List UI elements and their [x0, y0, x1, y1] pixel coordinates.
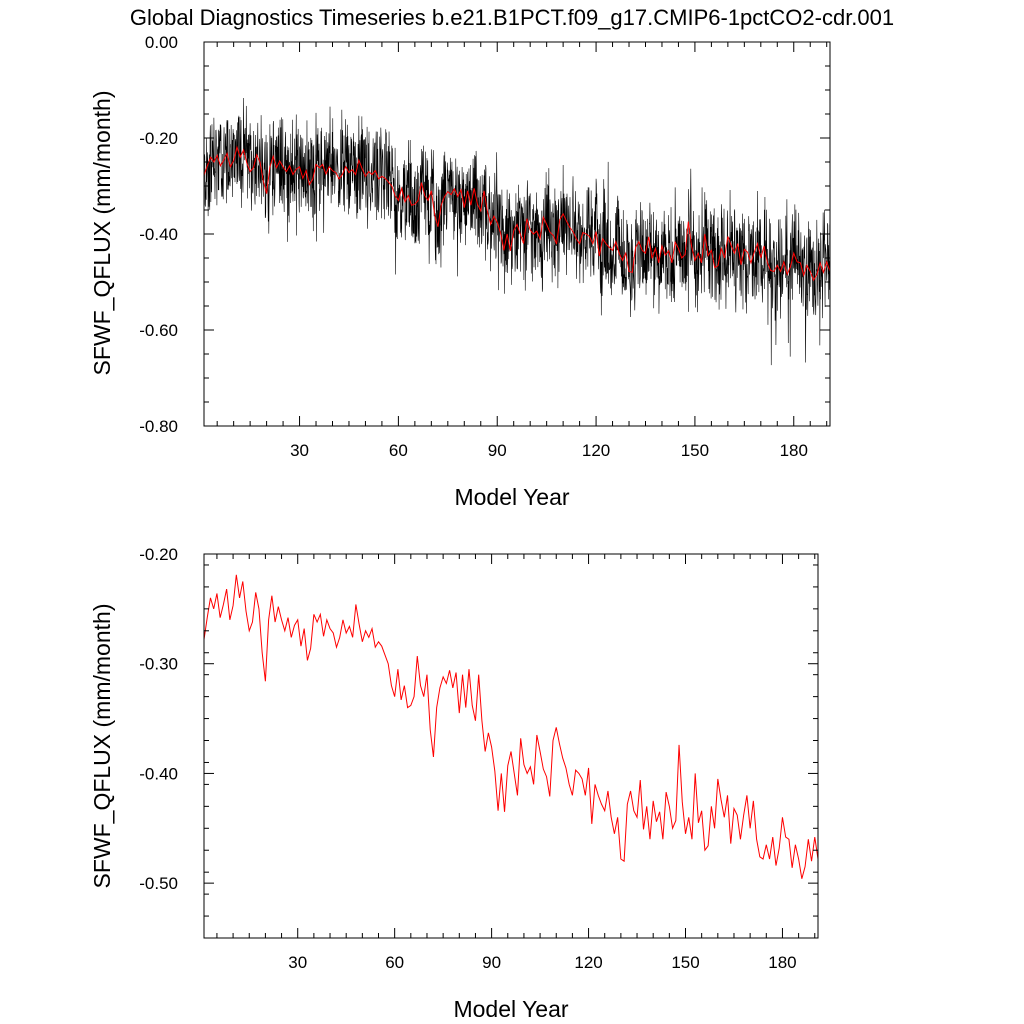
bottom-y-tick-label: -0.30 — [139, 655, 178, 674]
bottom-x-tick-label: 180 — [768, 953, 796, 972]
bottom-panel-series — [203, 574, 819, 879]
top-panel-x-axis-label: Model Year — [454, 484, 569, 510]
top-y-tick-label: -0.80 — [139, 417, 178, 436]
bottom-y-tick-label: -0.50 — [139, 874, 178, 893]
bottom-x-tick-label: 90 — [482, 953, 501, 972]
bottom-panel-annual: 30 60 90 120 150 180 -0.20 -0.30 -0.40 -0.50 Mode… — [89, 545, 819, 1022]
top-x-tick-label: 180 — [780, 441, 808, 460]
bottom-panel-ticks: 30 60 90 120 150 180 -0.20 -0.30 -0.40 -0.50 — [139, 545, 818, 972]
bottom-panel-frame — [203, 553, 819, 939]
top-y-tick-label: 0.00 — [145, 33, 178, 52]
top-panel-ticks: 30 60 90 120 150 180 0.00 -0.20 -0.40 -0.60 -0.80 — [139, 33, 830, 460]
top-series-annual-line — [203, 145, 831, 282]
bottom-series-annual-line — [203, 574, 819, 879]
bottom-y-tick-label: -0.40 — [139, 764, 178, 783]
top-y-tick-label: -0.60 — [139, 321, 178, 340]
top-y-tick-label: -0.40 — [139, 225, 178, 244]
top-x-tick-label: 120 — [582, 441, 610, 460]
bottom-panel-x-axis-label: Model Year — [453, 996, 568, 1022]
top-panel-series — [203, 98, 831, 366]
figure-title: Global Diagnostics Timeseries b.e21.B1PC… — [130, 5, 894, 30]
top-panel-monthly-and-annual: 30 60 90 120 150 1800.00-0.20-0.40-0.60-0.80 … — [89, 33, 831, 510]
bottom-y-tick-label: -0.20 — [139, 545, 178, 564]
top-series-monthly-line — [203, 98, 831, 366]
top-x-tick-label: 90 — [488, 441, 507, 460]
top-x-tick-label: 60 — [389, 441, 408, 460]
top-y-tick-label: -0.20 — [139, 129, 178, 148]
bottom-x-tick-label: 60 — [385, 953, 404, 972]
bottom-x-tick-label: 120 — [574, 953, 602, 972]
bottom-panel-y-axis-label: SFWF_QFLUX (mm/month) — [89, 604, 115, 889]
top-x-tick-label: 150 — [681, 441, 709, 460]
top-x-tick-label: 30 — [290, 441, 309, 460]
top-panel-y-axis-label: SFWF_QFLUX (mm/month) — [89, 91, 115, 376]
bottom-x-tick-label: 30 — [288, 953, 307, 972]
bottom-x-tick-label: 150 — [671, 953, 699, 972]
